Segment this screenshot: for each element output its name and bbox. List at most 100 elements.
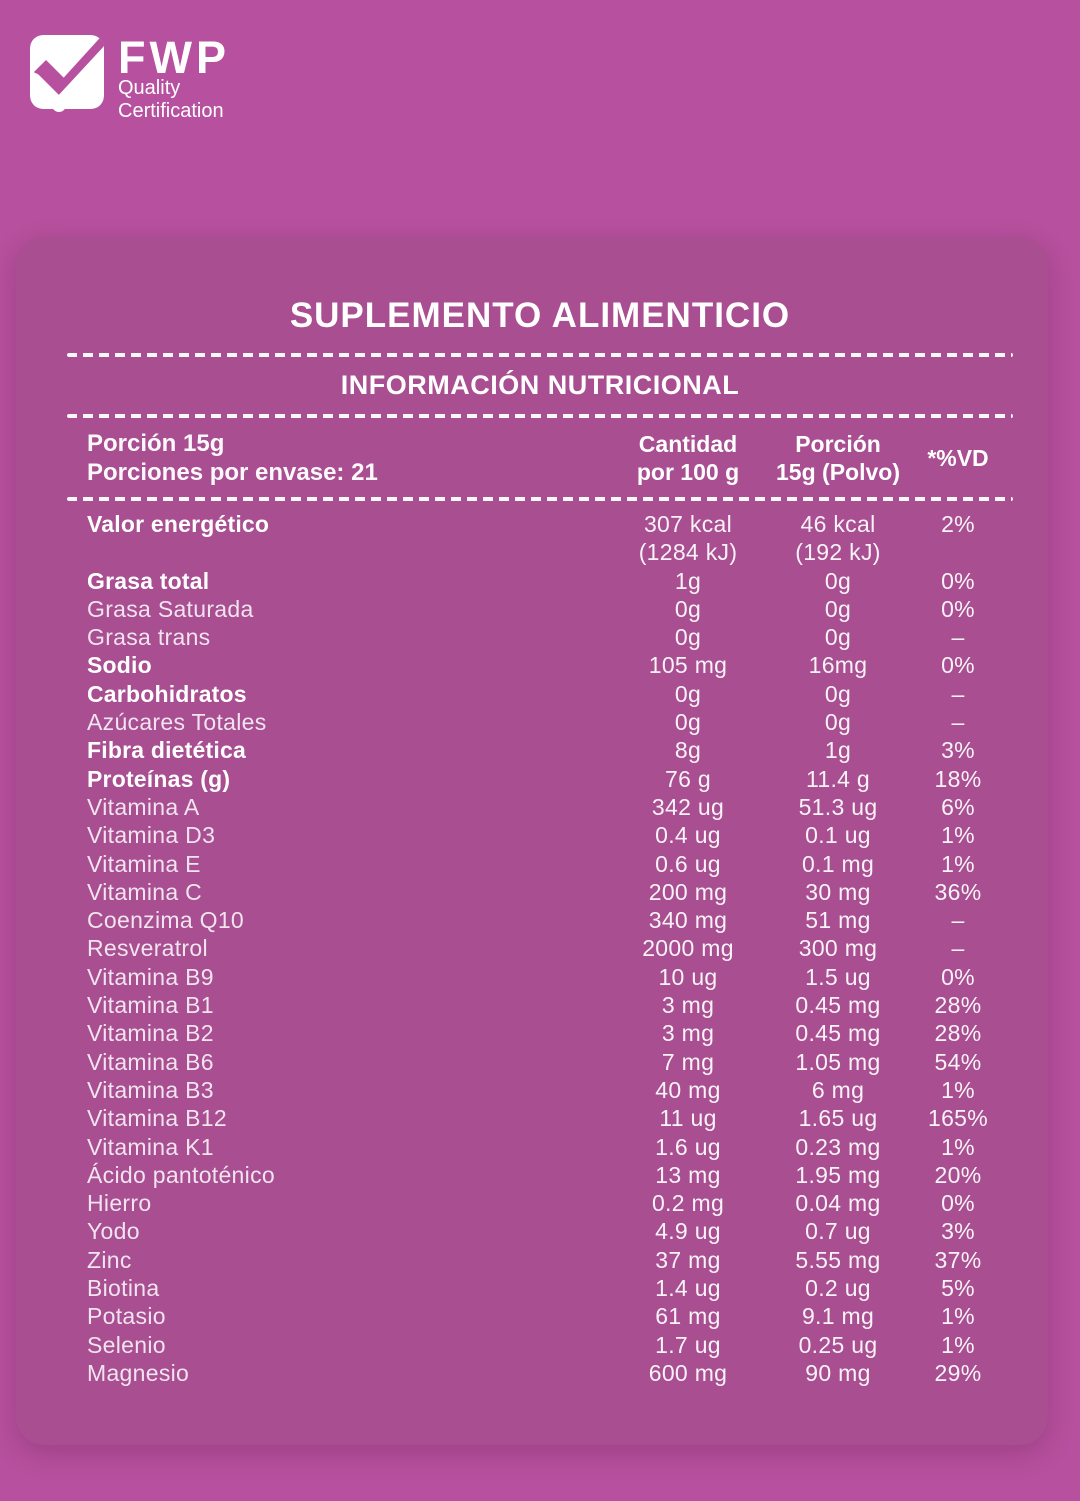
table-row: Vitamina B2 3 mg 0.45 mg 28%: [67, 1019, 1013, 1047]
value-per-100g: 1.4 ug: [655, 1275, 721, 1302]
servings-per-container: Porciones por envase: 21: [87, 459, 378, 486]
value-per-100g: 11 ug: [659, 1105, 717, 1132]
table-row: Vitamina B9 10 ug 1.5 ug 0%: [67, 963, 1013, 991]
row-label: Sodio: [87, 652, 152, 679]
value-daily-pct: 6%: [941, 793, 975, 820]
row-label: Vitamina B9: [87, 963, 214, 990]
row-label: Biotina: [87, 1275, 160, 1302]
value-per-serving: 1.05 mg: [795, 1048, 881, 1075]
dashed-divider: [67, 353, 1013, 357]
table-row: Azúcares Totales 0g 0g –: [67, 708, 1013, 736]
value-daily-pct: 28%: [934, 1020, 982, 1047]
value-per-serving: 0g: [824, 709, 852, 736]
row-label: Vitamina K1: [87, 1133, 214, 1160]
value-daily-pct: 37%: [934, 1246, 982, 1273]
brand-tagline-line1: Quality: [118, 77, 181, 99]
value-per-serving: 0g: [824, 680, 852, 707]
table-row: Sodio 105 mg 16mg 0%: [67, 651, 1013, 679]
row-label: Hierro: [87, 1190, 152, 1217]
table-row: Vitamina A 342 ug 51.3 ug 6%: [67, 793, 1013, 821]
value-per-serving: 1.5 ug: [805, 963, 871, 990]
value-per-serving: 9.1 mg: [801, 1303, 875, 1330]
serving-info: Porción 15g Porciones por envase: 21: [67, 429, 603, 487]
value-per-serving: 0g: [824, 595, 852, 622]
brand-tagline-line2: Certification: [118, 100, 224, 122]
table-row: Vitamina K1 1.6 ug 0.23 mg 1%: [67, 1133, 1013, 1161]
row-label: Grasa Saturada: [87, 595, 254, 622]
value-daily-pct: –: [951, 680, 965, 707]
value-per-100g: 0.2 mg: [651, 1190, 725, 1217]
value-per-100g: 200 mg: [648, 878, 728, 905]
card-subtitle: INFORMACIÓN NUTRICIONAL: [340, 370, 740, 400]
serving-size: Porción 15g: [87, 430, 225, 457]
table-row: Grasa Saturada 0g 0g 0%: [67, 595, 1013, 623]
column-header-portion-15g: Porción 15g (Polvo): [776, 431, 900, 485]
row-label: Vitamina B2: [87, 1020, 214, 1047]
value-per-serving: 0.25 ug: [798, 1331, 878, 1358]
value-per-100g: 2000 mg: [642, 935, 734, 962]
value-per-serving: 0.7 ug: [805, 1218, 871, 1245]
checkbox-check-icon: [30, 35, 104, 112]
table-row: Proteínas (g) 76 g 11.4 g 18%: [67, 765, 1013, 793]
row-label: Vitamina D3: [87, 822, 216, 849]
value-per-100g: 600 mg: [648, 1359, 728, 1386]
value-daily-pct: –: [951, 709, 965, 736]
value-daily-pct: 3%: [941, 1218, 975, 1245]
value-per-serving: 0.45 mg: [795, 992, 881, 1019]
value-per-100g: 3 mg: [661, 1020, 715, 1047]
value-per-100g: 1.6 ug: [655, 1133, 721, 1160]
row-label: Valor energético: [87, 511, 270, 537]
value-per-serving: 0.1 mg: [801, 850, 875, 877]
card-title: SUPLEMENTO ALIMENTICIO: [289, 296, 791, 335]
table-row: Carbohidratos 0g 0g –: [67, 680, 1013, 708]
value-daily-pct: 2%: [941, 511, 975, 537]
table-row: Grasa trans 0g 0g –: [67, 623, 1013, 651]
value-daily-pct: 165%: [927, 1105, 989, 1132]
table-row: Coenzima Q10 340 mg 51 mg –: [67, 906, 1013, 934]
value-per-serving: 1.95 mg: [795, 1161, 881, 1188]
value-per-100g: 0g: [674, 680, 702, 707]
value-daily-pct: –: [951, 907, 965, 934]
value-per-100g: 307 kcal (1284 kJ): [638, 511, 738, 566]
value-per-100g: 340 mg: [648, 907, 728, 934]
row-label: Yodo: [87, 1218, 140, 1245]
row-label: Vitamina A: [87, 793, 200, 820]
value-per-serving: 300 mg: [798, 935, 878, 962]
value-per-serving: 30 mg: [805, 878, 871, 905]
row-label: Vitamina C: [87, 878, 203, 905]
value-per-100g: 8g: [674, 737, 702, 764]
brand-text: FWP Quality Certification: [118, 35, 230, 123]
row-label: Ácido pantoténico: [87, 1161, 275, 1188]
table-row: Vitamina B1 3 mg 0.45 mg 28%: [67, 991, 1013, 1019]
value-per-100g: 13 mg: [655, 1161, 721, 1188]
table-row: Biotina 1.4 ug 0.2 ug 5%: [67, 1274, 1013, 1302]
table-row: Vitamina B3 40 mg 6 mg 1%: [67, 1076, 1013, 1104]
table-row: Fibra dietética 8g 1g 3%: [67, 736, 1013, 764]
value-daily-pct: –: [951, 935, 965, 962]
value-daily-pct: 1%: [941, 822, 975, 849]
table-row: Yodo 4.9 ug 0.7 ug 3%: [67, 1217, 1013, 1245]
column-header-daily-value: *%VD: [927, 445, 989, 471]
value-per-100g: 0g: [674, 709, 702, 736]
row-label: Fibra dietética: [87, 737, 246, 764]
table-row: Vitamina D3 0.4 ug 0.1 ug 1%: [67, 821, 1013, 849]
row-label: Potasio: [87, 1303, 166, 1330]
value-daily-pct: –: [951, 624, 965, 651]
value-per-serving: 46 kcal (192 kJ): [795, 511, 881, 566]
table-row: Vitamina C 200 mg 30 mg 36%: [67, 878, 1013, 906]
value-per-serving: 0.04 mg: [795, 1190, 881, 1217]
nutrition-card: SUPLEMENTO ALIMENTICIO INFORMACIÓN NUTRI…: [16, 237, 1048, 1445]
table-row: Vitamina B6 7 mg 1.05 mg 54%: [67, 1048, 1013, 1076]
value-per-serving: 0g: [824, 624, 852, 651]
row-label: Grasa trans: [87, 624, 211, 651]
value-per-serving: 0.45 mg: [795, 1020, 881, 1047]
value-per-serving: 1g: [824, 737, 852, 764]
value-per-serving: 16mg: [808, 652, 868, 679]
row-label: Vitamina B12: [87, 1105, 227, 1132]
value-daily-pct: 0%: [941, 595, 975, 622]
value-per-100g: 37 mg: [655, 1246, 721, 1273]
value-per-serving: 11.4 g: [805, 765, 871, 792]
row-label: Selenio: [87, 1331, 166, 1358]
value-per-100g: 76 g: [665, 765, 711, 792]
